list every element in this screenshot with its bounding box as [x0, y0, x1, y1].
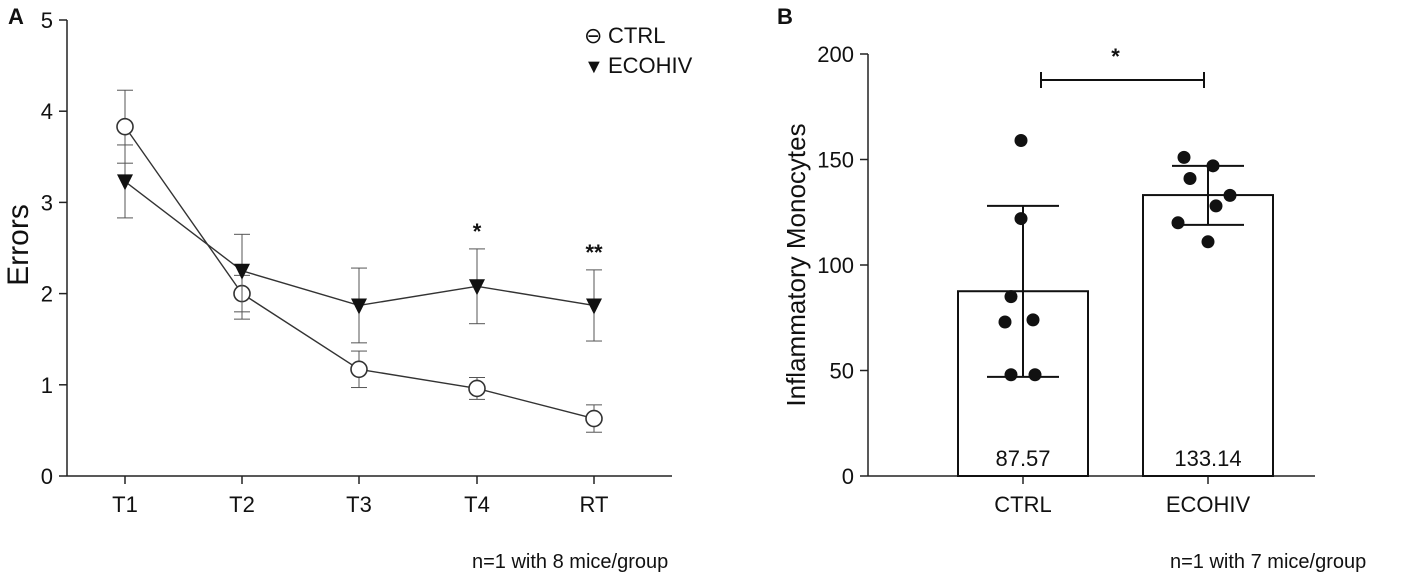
- data-point-ctrl: [116, 117, 134, 136]
- panel-b-y-axis-title: Inflammatory Monocytes: [781, 123, 811, 406]
- data-point: [1014, 134, 1028, 148]
- y-tick-label: 100: [817, 253, 854, 278]
- y-tick-label: 1: [41, 373, 53, 398]
- y-tick-label: 5: [41, 8, 53, 33]
- y-tick-label: 3: [41, 190, 53, 215]
- data-point-ecohiv: [351, 298, 367, 315]
- y-tick-label: 150: [817, 148, 854, 173]
- y-tick-label: 0: [41, 464, 53, 489]
- bar-value-label: 87.57: [995, 446, 1050, 471]
- y-tick-label: 200: [817, 42, 854, 67]
- data-point: [1177, 150, 1191, 164]
- panel-a-legend: ⊖ CTRL ▼ ECOHIV: [584, 23, 693, 78]
- data-point: [1209, 199, 1223, 213]
- significance-marker: *: [1111, 44, 1120, 69]
- x-tick-label: T4: [464, 492, 490, 517]
- data-point: [1028, 368, 1042, 382]
- data-point: [1004, 290, 1018, 304]
- data-point: [1183, 171, 1197, 185]
- x-tick-label: CTRL: [994, 492, 1051, 517]
- legend-ctrl-marker-icon: ⊖: [584, 23, 602, 48]
- legend-ecohiv-marker-icon: ▼: [584, 56, 604, 78]
- data-point-ecohiv: [469, 279, 485, 296]
- data-point: [1026, 313, 1040, 327]
- panel-a-series: [116, 89, 603, 433]
- panel-a-x-ticks: T1 T2 T3 T4 RT: [112, 476, 608, 517]
- data-point: [1206, 159, 1220, 173]
- y-tick-label: 2: [41, 282, 53, 307]
- panel-a-significance: ***: [473, 219, 603, 265]
- x-tick-label: RT: [580, 492, 609, 517]
- panel-b-letter: B: [777, 4, 793, 29]
- significance-marker: *: [473, 219, 482, 244]
- significance-marker: **: [585, 240, 603, 265]
- panel-b-y-ticks: 0 50 100 150 200: [817, 42, 868, 489]
- panel-a-letter: A: [8, 4, 24, 29]
- x-tick-label: ECOHIV: [1166, 492, 1251, 517]
- panel-b: B 0 50 100 150 200 CTRL ECOHIV Inflammatory M…: [777, 4, 1366, 573]
- panel-b-bars: 87.57 133.14: [957, 134, 1274, 478]
- x-tick-label: T2: [229, 492, 255, 517]
- panel-a-sample-note: n=1 with 8 mice/group: [472, 551, 668, 573]
- panel-b-x-ticks: CTRL ECOHIV: [994, 476, 1250, 517]
- data-point: [1201, 235, 1215, 249]
- data-point: [1223, 188, 1237, 202]
- panel-b-significance: *: [1040, 44, 1205, 88]
- data-point: [1014, 212, 1028, 226]
- data-point-ecohiv: [117, 174, 133, 191]
- data-point-ctrl: [468, 379, 486, 398]
- y-tick-label: 0: [842, 464, 854, 489]
- data-point-ecohiv: [586, 298, 602, 315]
- data-point: [998, 315, 1012, 329]
- y-tick-label: 50: [830, 359, 854, 384]
- y-tick-label: 4: [41, 99, 53, 124]
- bar-value-label: 133.14: [1174, 446, 1241, 471]
- x-tick-label: T1: [112, 492, 138, 517]
- data-point: [1004, 368, 1018, 382]
- data-point-ctrl: [350, 360, 368, 379]
- data-point-ctrl: [585, 409, 603, 428]
- data-point-ecohiv: [234, 263, 250, 280]
- legend-ctrl-label: CTRL: [608, 23, 665, 48]
- x-tick-label: T3: [346, 492, 372, 517]
- panel-a-y-axis-title: Errors: [2, 204, 35, 286]
- panel-b-sample-note: n=1 with 7 mice/group: [1170, 551, 1366, 573]
- legend-ecohiv-label: ECOHIV: [608, 53, 693, 78]
- panel-a-y-ticks: 0 1 2 3 4 5: [41, 8, 67, 489]
- panel-a-axes: [66, 20, 672, 477]
- data-point: [1171, 216, 1185, 230]
